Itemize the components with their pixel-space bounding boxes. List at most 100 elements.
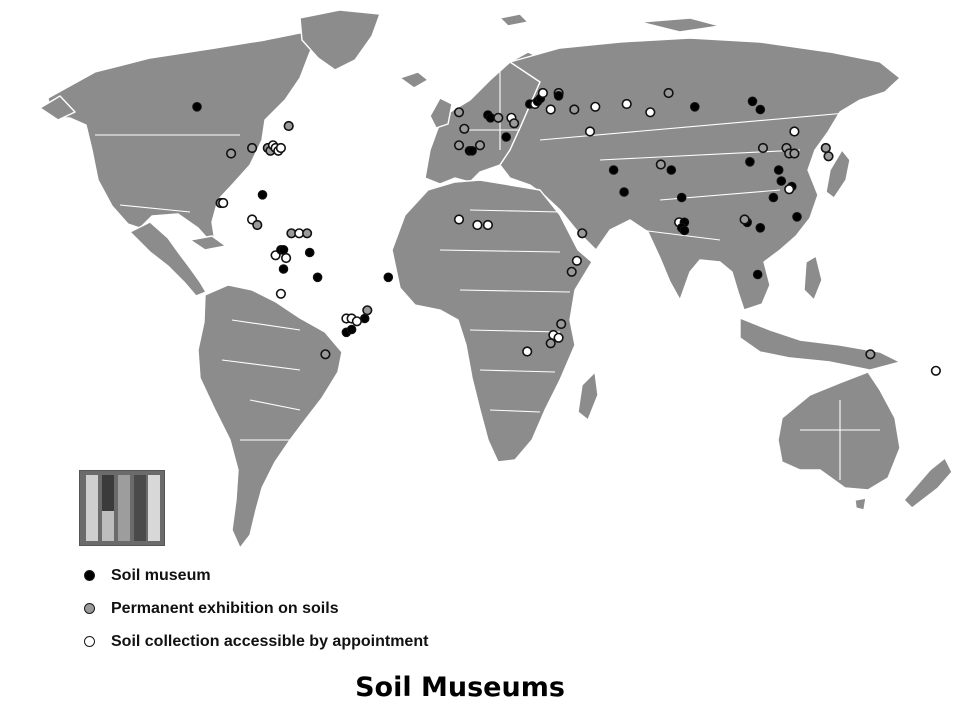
marker-exhibition	[453, 107, 465, 118]
british-isles	[429, 97, 453, 129]
marker-museum	[608, 165, 619, 175]
page-caption: Soil Museums	[355, 672, 565, 703]
white-dot-icon	[84, 636, 95, 647]
north-america	[47, 27, 331, 249]
marker-museum	[676, 192, 687, 203]
museum-markers	[192, 87, 942, 376]
marker-museum	[501, 132, 512, 142]
gray-dot-icon	[84, 603, 95, 614]
legend-item-exhibition: Permanent exhibition on soils	[84, 592, 428, 625]
marker-collection	[351, 316, 363, 327]
marker-exhibition	[302, 228, 313, 239]
marker-exhibition	[453, 140, 465, 151]
caribbean	[189, 235, 227, 251]
marker-museum	[690, 102, 700, 112]
marker-exhibition	[823, 151, 834, 162]
marker-museum	[553, 91, 564, 101]
marker-exhibition	[474, 140, 486, 151]
marker-collection	[537, 87, 549, 99]
marker-museum	[257, 190, 268, 200]
marker-museum	[745, 157, 755, 167]
marker-collection	[522, 346, 533, 357]
marker-exhibition	[663, 87, 674, 99]
marker-museum	[192, 102, 202, 112]
marker-museum	[755, 104, 766, 115]
legend-item-collection: Soil collection accessible by appointmen…	[84, 625, 428, 658]
legend-label: Soil collection accessible by appointmen…	[111, 632, 429, 650]
madagascar	[577, 371, 599, 421]
marker-museum	[304, 247, 315, 258]
marker-collection	[590, 101, 601, 112]
marker-exhibition	[226, 148, 237, 159]
marker-museum	[383, 272, 394, 283]
marker-exhibition	[655, 159, 666, 170]
marker-museum	[776, 176, 787, 186]
marker-exhibition	[566, 266, 577, 277]
marker-museum	[467, 146, 477, 156]
marker-museum	[346, 324, 357, 335]
marker-museum	[752, 269, 763, 280]
alaska	[39, 95, 76, 121]
marker-exhibition	[459, 123, 470, 134]
marker-collection	[218, 197, 229, 209]
legend: Soil museum Permanent exhibition on soil…	[84, 559, 428, 658]
south-america	[197, 284, 343, 549]
marker-exhibition	[757, 142, 769, 154]
marker-museum	[792, 212, 802, 222]
marker-museum	[312, 272, 323, 283]
arctic-islands	[639, 17, 721, 33]
marker-museum	[278, 245, 289, 255]
marker-collection	[281, 252, 292, 264]
philippines	[803, 255, 823, 301]
marker-exhibition	[320, 349, 331, 360]
marker-exhibition	[493, 112, 504, 123]
marker-museum	[755, 223, 766, 233]
land-masses	[39, 9, 953, 549]
marker-collection	[784, 184, 795, 195]
marker-museum	[768, 192, 779, 203]
marker-exhibition	[556, 318, 567, 330]
marker-museum	[773, 165, 784, 175]
marker-exhibition	[820, 142, 831, 154]
country-borders	[95, 70, 881, 480]
legend-label: Permanent exhibition on soils	[111, 599, 339, 617]
marker-collection	[621, 98, 632, 110]
marker-collection	[584, 126, 596, 137]
marker-museum	[619, 187, 629, 197]
marker-museum	[679, 225, 690, 236]
marker-exhibition	[545, 338, 556, 349]
marker-collection	[275, 288, 287, 299]
marker-exhibition	[865, 349, 876, 360]
marker-museum	[666, 165, 677, 175]
australia	[777, 371, 901, 491]
marker-collection	[275, 142, 287, 154]
new-zealand	[903, 457, 953, 509]
marker-collection	[571, 255, 583, 266]
marker-collection	[453, 214, 465, 225]
marker-collection	[789, 126, 800, 137]
marker-exhibition	[252, 219, 263, 231]
marker-exhibition	[569, 104, 580, 115]
marker-exhibition	[577, 228, 588, 239]
marker-collection	[472, 219, 483, 231]
japan	[825, 149, 851, 199]
marker-exhibition	[362, 305, 373, 316]
legend-label: Soil museum	[111, 566, 211, 584]
central-america	[129, 221, 207, 297]
marker-exhibition	[739, 214, 750, 225]
marker-museum	[278, 264, 289, 274]
marker-collection	[545, 104, 556, 115]
world-map	[39, 9, 953, 549]
greenland	[299, 9, 381, 71]
marker-collection	[930, 365, 942, 376]
marker-exhibition	[247, 142, 258, 154]
marker-exhibition	[508, 118, 520, 129]
marker-museum	[747, 96, 758, 107]
iceland	[399, 71, 429, 89]
marker-collection	[482, 219, 494, 231]
marker-exhibition	[283, 120, 294, 132]
soil-profile-monoliths-image	[79, 470, 165, 546]
tasmania	[854, 497, 867, 511]
black-dot-icon	[84, 570, 95, 581]
svalbard	[499, 13, 529, 27]
